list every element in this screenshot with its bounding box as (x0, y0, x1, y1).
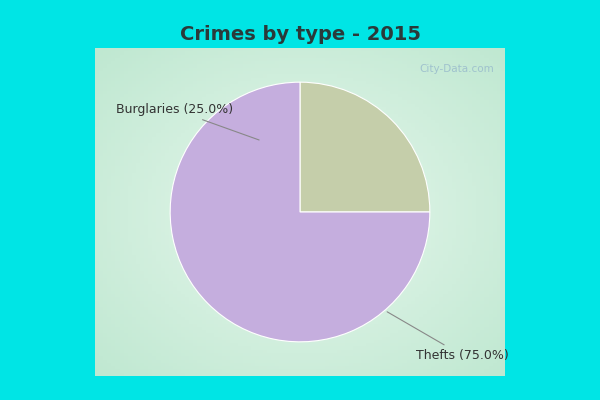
Text: Crimes by type - 2015: Crimes by type - 2015 (179, 24, 421, 44)
Text: Thefts (75.0%): Thefts (75.0%) (387, 312, 509, 362)
Wedge shape (170, 82, 430, 342)
Wedge shape (300, 82, 430, 212)
Text: Burglaries (25.0%): Burglaries (25.0%) (116, 103, 259, 140)
Text: City-Data.com: City-Data.com (419, 64, 494, 74)
